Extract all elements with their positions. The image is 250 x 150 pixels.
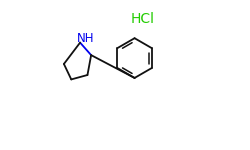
Text: HCl: HCl <box>131 12 155 26</box>
Text: NH: NH <box>77 32 94 45</box>
